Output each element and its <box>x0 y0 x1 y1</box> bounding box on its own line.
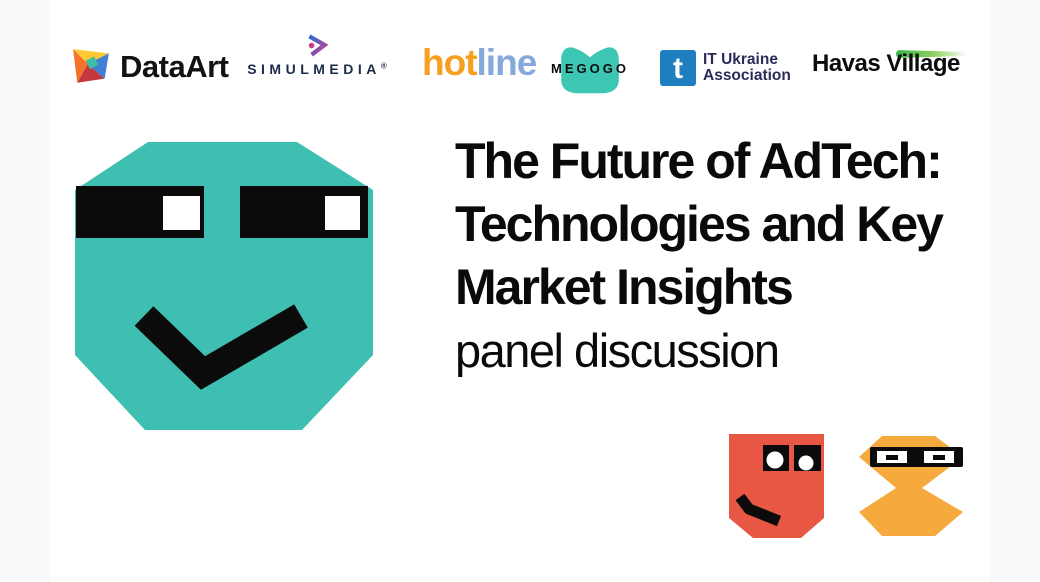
title-block: The Future of AdTech: Technologies and K… <box>455 130 975 382</box>
banner-canvas: DataArt SIMULMEDIA® hotline <box>50 0 990 582</box>
page-title-line3: Market Insights <box>455 259 794 315</box>
it-ukraine-logo-text: IT Ukraine Association <box>703 50 791 85</box>
it-ukraine-logo: t IT Ukraine Association <box>660 50 791 86</box>
page-title-line2: Technologies and Key <box>455 196 944 252</box>
dataart-icon <box>73 49 109 83</box>
simulmedia-wordmark: SIMULMEDIA <box>247 61 381 77</box>
hotline-logo: hotline <box>422 42 538 84</box>
megogo-logo-text: MEGOGO <box>551 61 629 76</box>
red-smirk-mouth <box>735 493 782 527</box>
simulmedia-arrow-icon <box>308 34 329 57</box>
simulmedia-logo-text: SIMULMEDIA® <box>236 61 398 77</box>
it-ukraine-line2: Association <box>703 67 791 84</box>
simulmedia-logo: SIMULMEDIA® <box>236 32 398 77</box>
teal-octagon-face-illustration <box>75 142 373 430</box>
megogo-blob-icon <box>561 47 619 94</box>
dataart-logo: DataArt <box>72 48 229 86</box>
havas-village-logo-text: Havas Village <box>812 50 960 77</box>
havas-village-logo: Havas Village <box>812 50 966 78</box>
it-ukraine-line1: IT Ukraine <box>703 50 778 68</box>
dataart-logo-text: DataArt <box>120 49 229 84</box>
hotline-logo-text-blue: line <box>476 42 538 83</box>
it-ukraine-icon: t <box>660 50 696 86</box>
yellow-character-illustration <box>859 436 963 536</box>
svg-text:t: t <box>673 52 683 85</box>
page-title-line1: The Future of AdTech: <box>455 133 943 189</box>
registered-mark: ® <box>380 61 387 71</box>
havas-green-swoosh-icon <box>896 50 966 58</box>
event-subtitle: panel discussion <box>455 324 780 377</box>
hotline-logo-text-orange: hot <box>422 42 478 83</box>
red-character-illustration <box>729 434 824 538</box>
smile-mouth <box>134 304 308 390</box>
megogo-logo: MEGOGO <box>542 40 638 96</box>
